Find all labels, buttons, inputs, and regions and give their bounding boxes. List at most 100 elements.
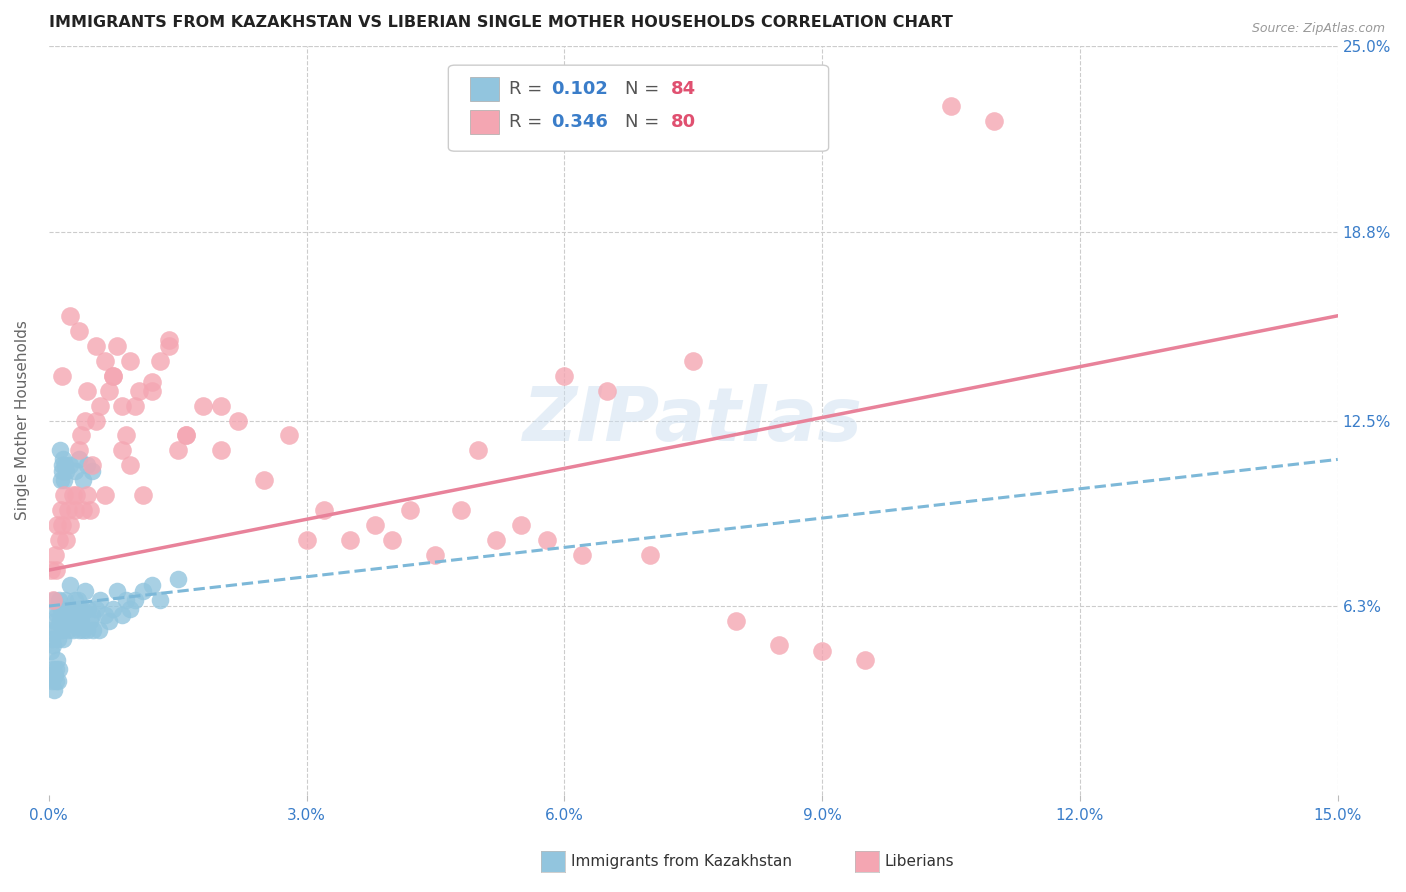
- Text: 84: 84: [671, 80, 696, 98]
- Point: [398, 503, 420, 517]
- Point: [103, 602, 125, 616]
- Point: [111, 608, 134, 623]
- Point: [56, 623, 79, 637]
- Point: [87, 623, 110, 637]
- Point: [339, 533, 361, 548]
- Point: [59, 578, 82, 592]
- Point: [80, 458, 103, 473]
- Point: [72, 503, 94, 517]
- Point: [983, 114, 1005, 128]
- Point: [45, 673, 67, 688]
- Point: [725, 614, 748, 628]
- Point: [63, 503, 86, 517]
- Point: [49, 614, 72, 628]
- Point: [107, 339, 129, 353]
- Text: N =: N =: [624, 80, 665, 98]
- Point: [55, 533, 77, 548]
- Point: [56, 602, 79, 616]
- Point: [77, 602, 100, 616]
- Point: [467, 443, 489, 458]
- Point: [67, 443, 90, 458]
- Point: [103, 368, 125, 383]
- Point: [41, 673, 63, 688]
- Point: [425, 548, 447, 562]
- Point: [44, 548, 66, 562]
- Point: [51, 623, 73, 637]
- Point: [59, 458, 82, 473]
- Point: [70, 614, 93, 628]
- Point: [278, 428, 301, 442]
- Point: [41, 632, 63, 646]
- Point: [111, 399, 134, 413]
- Point: [48, 662, 70, 676]
- Point: [364, 518, 387, 533]
- Point: [84, 413, 107, 427]
- Point: [510, 518, 533, 533]
- Point: [46, 632, 69, 646]
- Point: [53, 474, 76, 488]
- Point: [42, 593, 65, 607]
- Point: [82, 623, 104, 637]
- Point: [65, 593, 87, 607]
- Point: [53, 488, 76, 502]
- Point: [69, 608, 91, 623]
- Point: [58, 608, 80, 623]
- Point: [174, 428, 197, 442]
- Point: [70, 428, 93, 442]
- Point: [51, 368, 73, 383]
- FancyBboxPatch shape: [449, 65, 828, 151]
- Point: [93, 608, 115, 623]
- Point: [42, 593, 65, 607]
- Point: [149, 353, 172, 368]
- Point: [51, 458, 73, 473]
- Point: [76, 458, 98, 473]
- Point: [72, 623, 94, 637]
- Point: [55, 464, 77, 478]
- Text: R =: R =: [509, 113, 548, 131]
- Point: [115, 428, 138, 442]
- Point: [80, 464, 103, 478]
- Point: [62, 623, 84, 637]
- Point: [60, 602, 83, 616]
- Text: 80: 80: [671, 113, 696, 131]
- Point: [76, 623, 98, 637]
- Point: [41, 668, 63, 682]
- Point: [596, 384, 619, 398]
- Point: [53, 593, 76, 607]
- Point: [46, 673, 69, 688]
- FancyBboxPatch shape: [470, 110, 499, 134]
- Point: [84, 602, 107, 616]
- Point: [79, 503, 101, 517]
- Text: 0.102: 0.102: [551, 80, 609, 98]
- Point: [52, 452, 75, 467]
- Point: [55, 614, 77, 628]
- Point: [53, 614, 76, 628]
- Text: IMMIGRANTS FROM KAZAKHSTAN VS LIBERIAN SINGLE MOTHER HOUSEHOLDS CORRELATION CHAR: IMMIGRANTS FROM KAZAKHSTAN VS LIBERIAN S…: [49, 15, 953, 30]
- Point: [381, 533, 404, 548]
- Point: [63, 614, 86, 628]
- Point: [59, 309, 82, 323]
- Point: [93, 353, 115, 368]
- Point: [80, 608, 103, 623]
- Point: [252, 474, 274, 488]
- Text: ZIPatlas: ZIPatlas: [523, 384, 863, 457]
- Point: [46, 653, 69, 667]
- Point: [484, 533, 506, 548]
- Point: [536, 533, 558, 548]
- Point: [768, 638, 790, 652]
- Point: [73, 584, 96, 599]
- Point: [79, 614, 101, 628]
- Point: [166, 443, 188, 458]
- Point: [62, 602, 84, 616]
- Point: [52, 632, 75, 646]
- Point: [45, 563, 67, 577]
- Point: [174, 428, 197, 442]
- Point: [553, 368, 575, 383]
- Point: [46, 518, 69, 533]
- Point: [67, 452, 90, 467]
- Text: Source: ZipAtlas.com: Source: ZipAtlas.com: [1251, 22, 1385, 36]
- Point: [41, 644, 63, 658]
- FancyBboxPatch shape: [470, 77, 499, 101]
- Point: [295, 533, 318, 548]
- Point: [811, 644, 834, 658]
